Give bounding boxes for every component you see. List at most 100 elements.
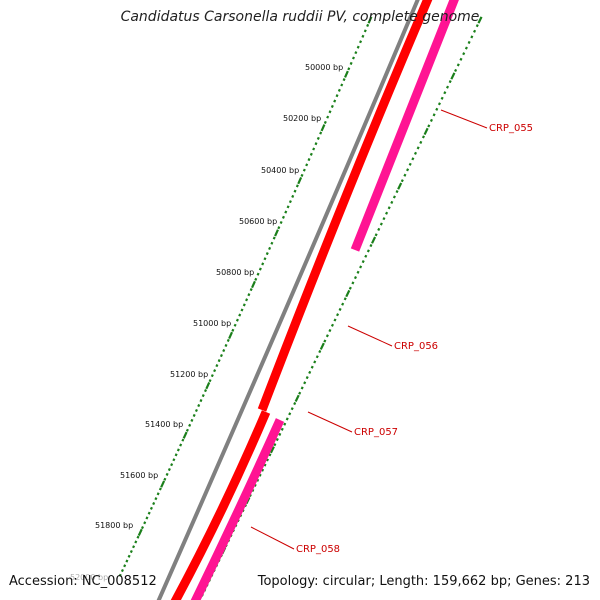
inner-ring-minor-tick bbox=[270, 241, 274, 245]
outer-ring-minor-tick bbox=[467, 40, 471, 45]
inner-ring-minor-tick bbox=[351, 56, 355, 60]
inner-ring-minor-tick bbox=[145, 516, 149, 520]
inner-ring-minor-tick bbox=[215, 364, 219, 368]
outer-ring-minor-tick bbox=[343, 297, 347, 301]
outer-ring-minor-tick bbox=[333, 318, 337, 322]
outer-ring-minor-tick bbox=[348, 286, 352, 290]
outer-ring-major-tick bbox=[319, 342, 325, 350]
scale-label: 50200 bp bbox=[283, 114, 321, 123]
scale-label: 50400 bp bbox=[261, 166, 299, 175]
inner-ring-minor-tick bbox=[118, 573, 122, 577]
inner-ring-major-tick bbox=[251, 280, 256, 289]
inner-ring-minor-tick bbox=[258, 267, 262, 271]
inner-ring-minor-tick bbox=[328, 110, 332, 114]
outer-ring-minor-tick bbox=[400, 179, 404, 183]
gene-label-crp-056: CRP_056 bbox=[394, 341, 438, 352]
inner-ring-minor-tick bbox=[366, 23, 370, 27]
outer-ring-major-tick bbox=[371, 236, 377, 244]
outer-ring-minor-tick bbox=[361, 260, 365, 264]
outer-ring-minor-tick bbox=[356, 270, 360, 274]
outer-ring-minor-tick bbox=[395, 189, 399, 194]
outer-ring-minor-tick bbox=[459, 57, 463, 61]
outer-ring-minor-tick bbox=[330, 323, 334, 327]
outer-ring-minor-tick bbox=[369, 243, 373, 248]
inner-ring-minor-tick bbox=[147, 511, 151, 515]
inner-ring-minor-tick bbox=[222, 348, 226, 353]
outer-ring-minor-tick bbox=[341, 302, 345, 306]
outer-ring-minor-tick bbox=[261, 468, 265, 472]
outer-ring-minor-tick bbox=[290, 407, 294, 411]
inner-ring-minor-tick bbox=[134, 540, 138, 544]
outer-ring-minor-tick bbox=[285, 417, 289, 421]
inner-ring-minor-tick bbox=[279, 220, 283, 225]
outer-ring-minor-tick bbox=[364, 254, 368, 258]
outer-ring-minor-tick bbox=[258, 473, 262, 477]
outer-ring-minor-tick bbox=[303, 381, 307, 385]
outer-ring-minor-tick bbox=[408, 162, 412, 166]
outer-ring-major-tick bbox=[477, 16, 483, 24]
outer-ring-minor-tick bbox=[298, 391, 302, 395]
outer-ring-minor-tick bbox=[440, 96, 444, 100]
inner-ring-minor-tick bbox=[204, 389, 208, 393]
outer-ring-minor-tick bbox=[351, 281, 355, 285]
leader-line-crp-057 bbox=[307, 411, 353, 433]
inner-ring-minor-tick bbox=[300, 173, 304, 177]
outer-ring-minor-tick bbox=[427, 124, 431, 128]
outer-ring-minor-tick bbox=[377, 227, 381, 231]
inner-ring-major-tick bbox=[274, 229, 279, 237]
inner-ring-minor-tick bbox=[272, 236, 276, 240]
inner-ring-minor-tick bbox=[265, 252, 269, 256]
gene-feature-crp-055-forward bbox=[257, 0, 433, 412]
scale-label: 51800 bp bbox=[95, 521, 133, 530]
inner-ring-minor-tick bbox=[309, 152, 313, 156]
gene-label-crp-058: CRP_058 bbox=[296, 544, 340, 555]
outer-ring-minor-tick bbox=[374, 233, 378, 237]
outer-ring-minor-tick bbox=[385, 211, 389, 215]
outer-ring-minor-tick bbox=[318, 349, 322, 354]
inner-ring-minor-tick bbox=[361, 34, 365, 38]
inner-ring-major-tick bbox=[182, 431, 188, 439]
scale-label: 51000 bp bbox=[193, 319, 231, 328]
inner-ring-minor-tick bbox=[312, 147, 316, 151]
inner-ring-minor-tick bbox=[263, 257, 267, 261]
leader-line-crp-058 bbox=[250, 526, 295, 550]
outer-ring-minor-tick bbox=[323, 339, 327, 343]
outer-ring-minor-tick bbox=[473, 29, 477, 33]
outer-ring-minor-tick bbox=[253, 483, 257, 487]
outer-ring-minor-tick bbox=[421, 135, 425, 139]
outer-ring-major-tick bbox=[423, 127, 429, 136]
gene-feature-crp-055 bbox=[350, 0, 459, 252]
inner-ring-minor-tick bbox=[125, 559, 129, 563]
outer-ring-minor-tick bbox=[454, 68, 458, 73]
scale-label: 50000 bp bbox=[305, 63, 343, 72]
outer-ring-minor-tick bbox=[263, 463, 267, 467]
inner-ring-minor-tick bbox=[152, 501, 156, 506]
inner-ring-minor-tick bbox=[363, 29, 367, 33]
inner-ring-minor-tick bbox=[242, 303, 246, 307]
outer-ring-minor-tick bbox=[366, 249, 370, 253]
inner-ring-minor-tick bbox=[245, 298, 249, 302]
inner-ring-minor-tick bbox=[295, 184, 299, 188]
inner-ring-minor-tick bbox=[261, 262, 265, 266]
outer-ring-minor-tick bbox=[416, 146, 420, 150]
inner-ring-minor-tick bbox=[167, 467, 171, 472]
outer-ring-minor-tick bbox=[328, 328, 332, 333]
scale-label: 50800 bp bbox=[216, 268, 254, 277]
inner-ring-minor-tick bbox=[342, 78, 346, 82]
outer-ring-minor-tick bbox=[265, 458, 269, 462]
inner-ring-minor-tick bbox=[172, 458, 176, 462]
inner-ring-minor-tick bbox=[356, 45, 360, 49]
inner-ring-minor-tick bbox=[156, 492, 160, 496]
inner-ring-minor-tick bbox=[335, 94, 339, 98]
outer-ring-minor-tick bbox=[470, 35, 474, 39]
inner-ring-minor-tick bbox=[127, 554, 131, 558]
inner-ring-minor-tick bbox=[136, 535, 140, 539]
inner-ring-minor-tick bbox=[333, 99, 337, 103]
inner-ring-minor-tick bbox=[190, 418, 194, 422]
outer-ring-minor-tick bbox=[310, 365, 314, 369]
inner-ring-minor-tick bbox=[219, 354, 223, 358]
gene-label-crp-055: CRP_055 bbox=[489, 123, 533, 134]
outer-ring-minor-tick bbox=[429, 118, 433, 122]
scale-labels: 50000 bp 50200 bp 50400 bp 50600 bp 50800 bp… bbox=[70, 63, 343, 582]
inner-ring-minor-tick bbox=[305, 163, 309, 167]
